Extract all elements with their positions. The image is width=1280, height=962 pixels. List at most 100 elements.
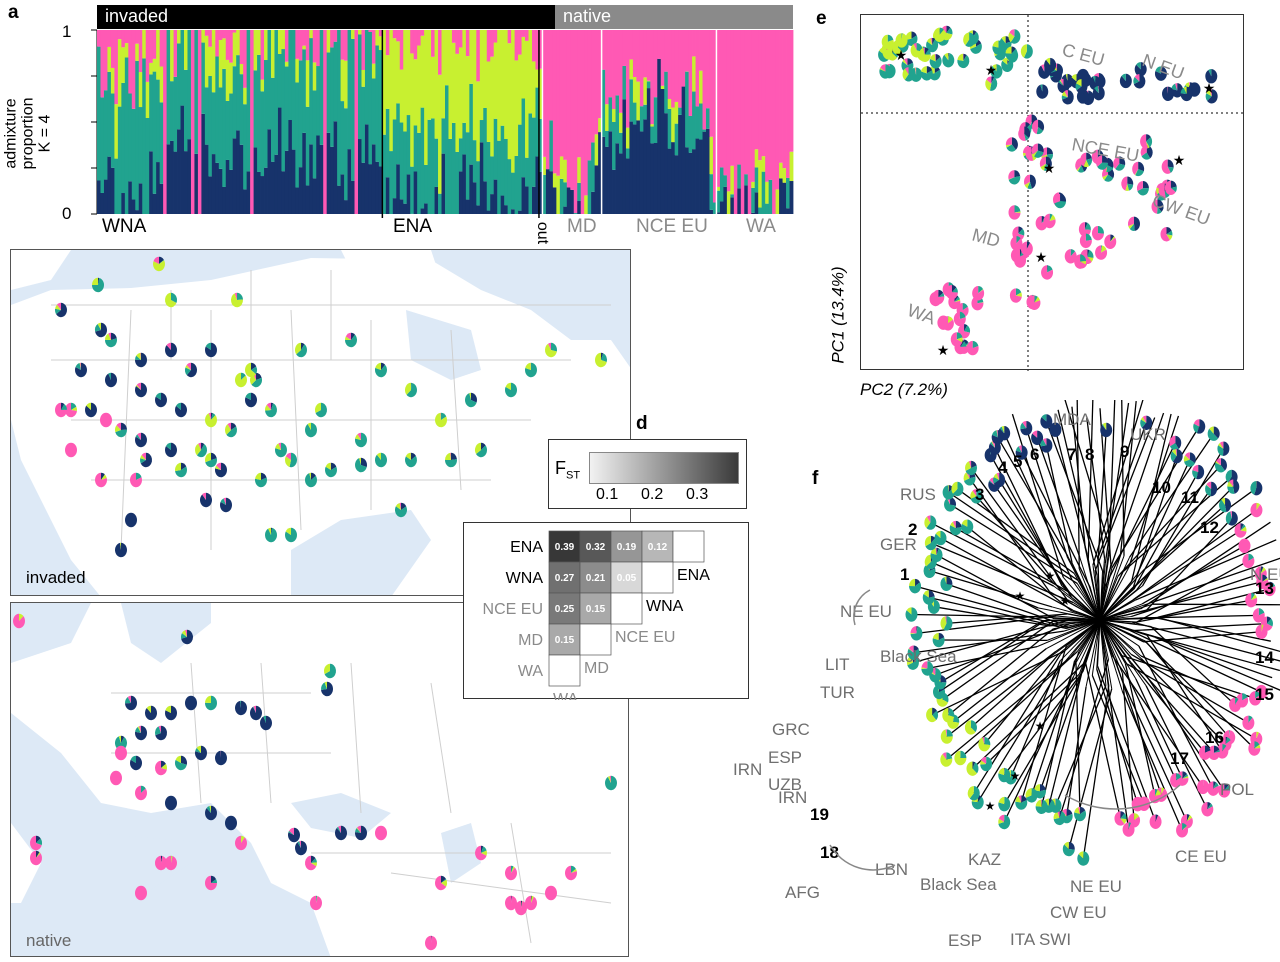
tree-leaf-marker [932, 632, 945, 648]
site-pie-marker [165, 855, 178, 871]
admixture-bar [556, 175, 561, 214]
tree-branch [1067, 619, 1101, 628]
pie-slice [1077, 165, 1085, 173]
admixture-bar [434, 30, 439, 139]
admixture-bar [211, 30, 216, 93]
admixture-bar [486, 61, 491, 142]
pie-slice [910, 67, 923, 82]
pie-slice [351, 332, 356, 340]
pie-slice [1254, 744, 1261, 749]
pie-slice [1015, 796, 1022, 803]
pie-slice [1138, 161, 1145, 172]
pie-slice [985, 79, 992, 91]
admixture-bar [518, 210, 522, 214]
pie-slice [136, 384, 141, 390]
pie-slice [206, 806, 211, 813]
admixture-bar [351, 30, 355, 39]
pie-slice [100, 412, 112, 428]
pie-slice [942, 25, 947, 34]
pie-slice [406, 382, 417, 398]
admixture-bar [486, 141, 491, 211]
pie-slice [86, 402, 91, 410]
admixture-bar [706, 30, 710, 109]
site-pie-marker [355, 457, 367, 473]
admixture-bar [545, 30, 550, 170]
fst-col-label: MD [584, 660, 609, 677]
admixture-bar [257, 171, 261, 214]
pie-slice [316, 895, 318, 903]
pie-slice [1102, 174, 1109, 181]
pie-slice [924, 49, 931, 55]
pie-slice [978, 286, 984, 294]
admixture-bar [156, 30, 161, 80]
site-pie-marker [225, 815, 237, 831]
site-pie-marker [95, 322, 107, 338]
pie-slice [960, 341, 967, 347]
pie-slice [441, 412, 447, 420]
fst-tick-1: 0.1 [596, 486, 619, 503]
pie-slice [962, 303, 968, 311]
pie-slice [1048, 798, 1053, 806]
admixture-bar [458, 30, 463, 48]
tree-branch [1130, 572, 1261, 618]
admixture-bar [333, 30, 338, 42]
tree-branch [1126, 663, 1257, 740]
admixture-bar [580, 30, 585, 214]
tree-branch [1099, 619, 1127, 673]
admixture-bar [344, 200, 348, 214]
admixture-bar [566, 187, 571, 214]
admixture-bar [361, 86, 366, 163]
pie-slice [918, 47, 931, 63]
admixture-bar [584, 30, 589, 196]
admixture-bar [490, 56, 495, 157]
pca-sample-marker [926, 37, 939, 53]
admixture-bar [608, 131, 613, 214]
pie-slice [1045, 156, 1052, 169]
pie-slice [967, 786, 974, 799]
admixture-bar [490, 194, 495, 214]
admixture-bar [389, 151, 394, 214]
pie-slice [1136, 62, 1141, 70]
site-pie-marker [135, 382, 147, 398]
pie-slice [1141, 415, 1153, 431]
pie-slice [359, 457, 361, 465]
tree-leaf-marker [1122, 822, 1135, 837]
admixture-bar [500, 30, 505, 126]
pie-slice [1032, 430, 1038, 438]
pie-slice [907, 658, 919, 670]
admixture-bar [476, 30, 481, 82]
pie-slice [253, 705, 256, 713]
admixture-bar [312, 30, 317, 63]
tree-branch [975, 495, 1054, 584]
tree-branch [1099, 619, 1148, 636]
pie-slice [1209, 89, 1212, 97]
pie-slice [1129, 223, 1135, 231]
pie-slice [905, 607, 918, 622]
tree-leaf-marker [1149, 814, 1162, 829]
admixture-bar [340, 30, 345, 60]
tree-branch [970, 467, 1070, 603]
pie-slice [1035, 215, 1048, 231]
pie-slice [989, 441, 995, 448]
site-pie-marker [595, 352, 607, 368]
pie-slice [945, 729, 947, 737]
fst-row-label: WA [518, 663, 544, 680]
tree-branch [1099, 563, 1106, 621]
pie-slice [943, 616, 953, 631]
admixture-bar [643, 119, 648, 214]
admixture-bar [309, 30, 314, 39]
pie-slice [551, 342, 557, 352]
tree-branch [928, 596, 1067, 630]
admixture-bar [441, 30, 446, 119]
tree-cluster-number: 17 [1170, 749, 1189, 768]
pie-slice [956, 337, 963, 343]
pca-sample-marker [945, 285, 958, 300]
pie-slice [1018, 795, 1022, 803]
pie-slice [964, 720, 976, 735]
admixture-bar [344, 60, 348, 109]
pie-slice [1256, 502, 1261, 511]
tree-branch [1129, 629, 1262, 693]
admixture-bar [692, 30, 696, 57]
pie-slice [923, 47, 925, 55]
admixture-bar [222, 68, 227, 187]
